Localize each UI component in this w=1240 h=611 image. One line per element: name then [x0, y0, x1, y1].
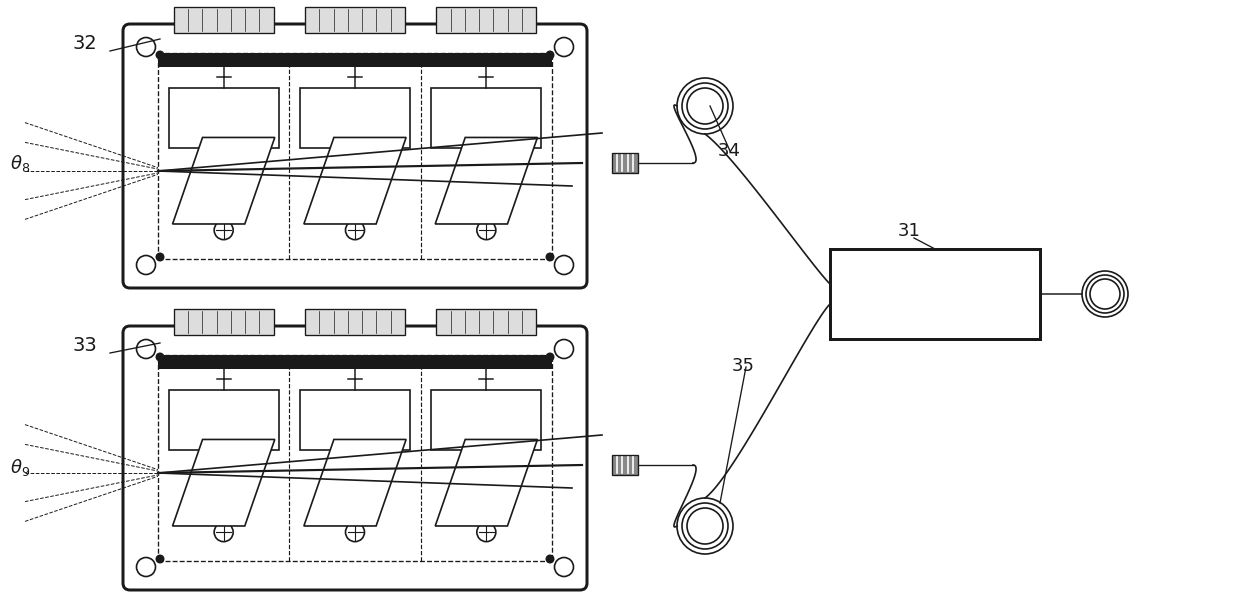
Circle shape [554, 255, 573, 274]
Bar [157, 355, 552, 561]
Bar [157, 53, 552, 67]
Circle shape [346, 221, 365, 240]
Circle shape [554, 340, 573, 359]
Bar [169, 88, 279, 148]
Polygon shape [304, 137, 407, 224]
FancyBboxPatch shape [123, 24, 587, 288]
Bar [432, 390, 542, 450]
Bar [830, 249, 1040, 339]
Circle shape [554, 37, 573, 56]
Circle shape [136, 557, 155, 577]
Polygon shape [435, 439, 537, 526]
Circle shape [546, 353, 554, 362]
Polygon shape [172, 137, 275, 224]
Circle shape [136, 340, 155, 359]
Text: 33: 33 [72, 336, 97, 355]
Circle shape [345, 170, 366, 191]
Bar [157, 53, 552, 259]
Bar [169, 390, 279, 450]
Text: 34: 34 [718, 142, 742, 160]
Bar [436, 7, 536, 33]
Circle shape [346, 522, 365, 542]
Bar [305, 309, 405, 335]
Circle shape [477, 221, 496, 240]
Polygon shape [304, 439, 407, 526]
Bar [436, 309, 536, 335]
Bar [157, 355, 552, 369]
Circle shape [345, 472, 366, 493]
Bar [432, 88, 542, 148]
Circle shape [213, 170, 234, 191]
Circle shape [155, 555, 165, 563]
Polygon shape [172, 439, 275, 526]
Text: 35: 35 [732, 357, 755, 375]
Circle shape [477, 522, 496, 542]
Bar [174, 309, 274, 335]
Circle shape [136, 255, 155, 274]
Circle shape [546, 51, 554, 59]
Text: 31: 31 [898, 222, 921, 240]
Bar [613, 153, 639, 173]
Circle shape [136, 37, 155, 56]
Text: 32: 32 [72, 34, 97, 53]
Circle shape [476, 170, 497, 191]
Bar [305, 7, 405, 33]
Circle shape [476, 472, 497, 493]
Circle shape [155, 252, 165, 262]
Circle shape [215, 221, 233, 240]
Circle shape [155, 51, 165, 59]
FancyBboxPatch shape [123, 326, 587, 590]
Circle shape [546, 555, 554, 563]
Polygon shape [435, 137, 537, 224]
Bar [300, 88, 410, 148]
Bar [174, 7, 274, 33]
Circle shape [215, 522, 233, 542]
Circle shape [546, 252, 554, 262]
Text: $\theta_8$: $\theta_8$ [10, 153, 30, 174]
Text: $\theta_9$: $\theta_9$ [10, 457, 30, 478]
Circle shape [213, 472, 234, 493]
Circle shape [155, 353, 165, 362]
Bar [300, 390, 410, 450]
Circle shape [554, 557, 573, 577]
Bar [613, 455, 639, 475]
